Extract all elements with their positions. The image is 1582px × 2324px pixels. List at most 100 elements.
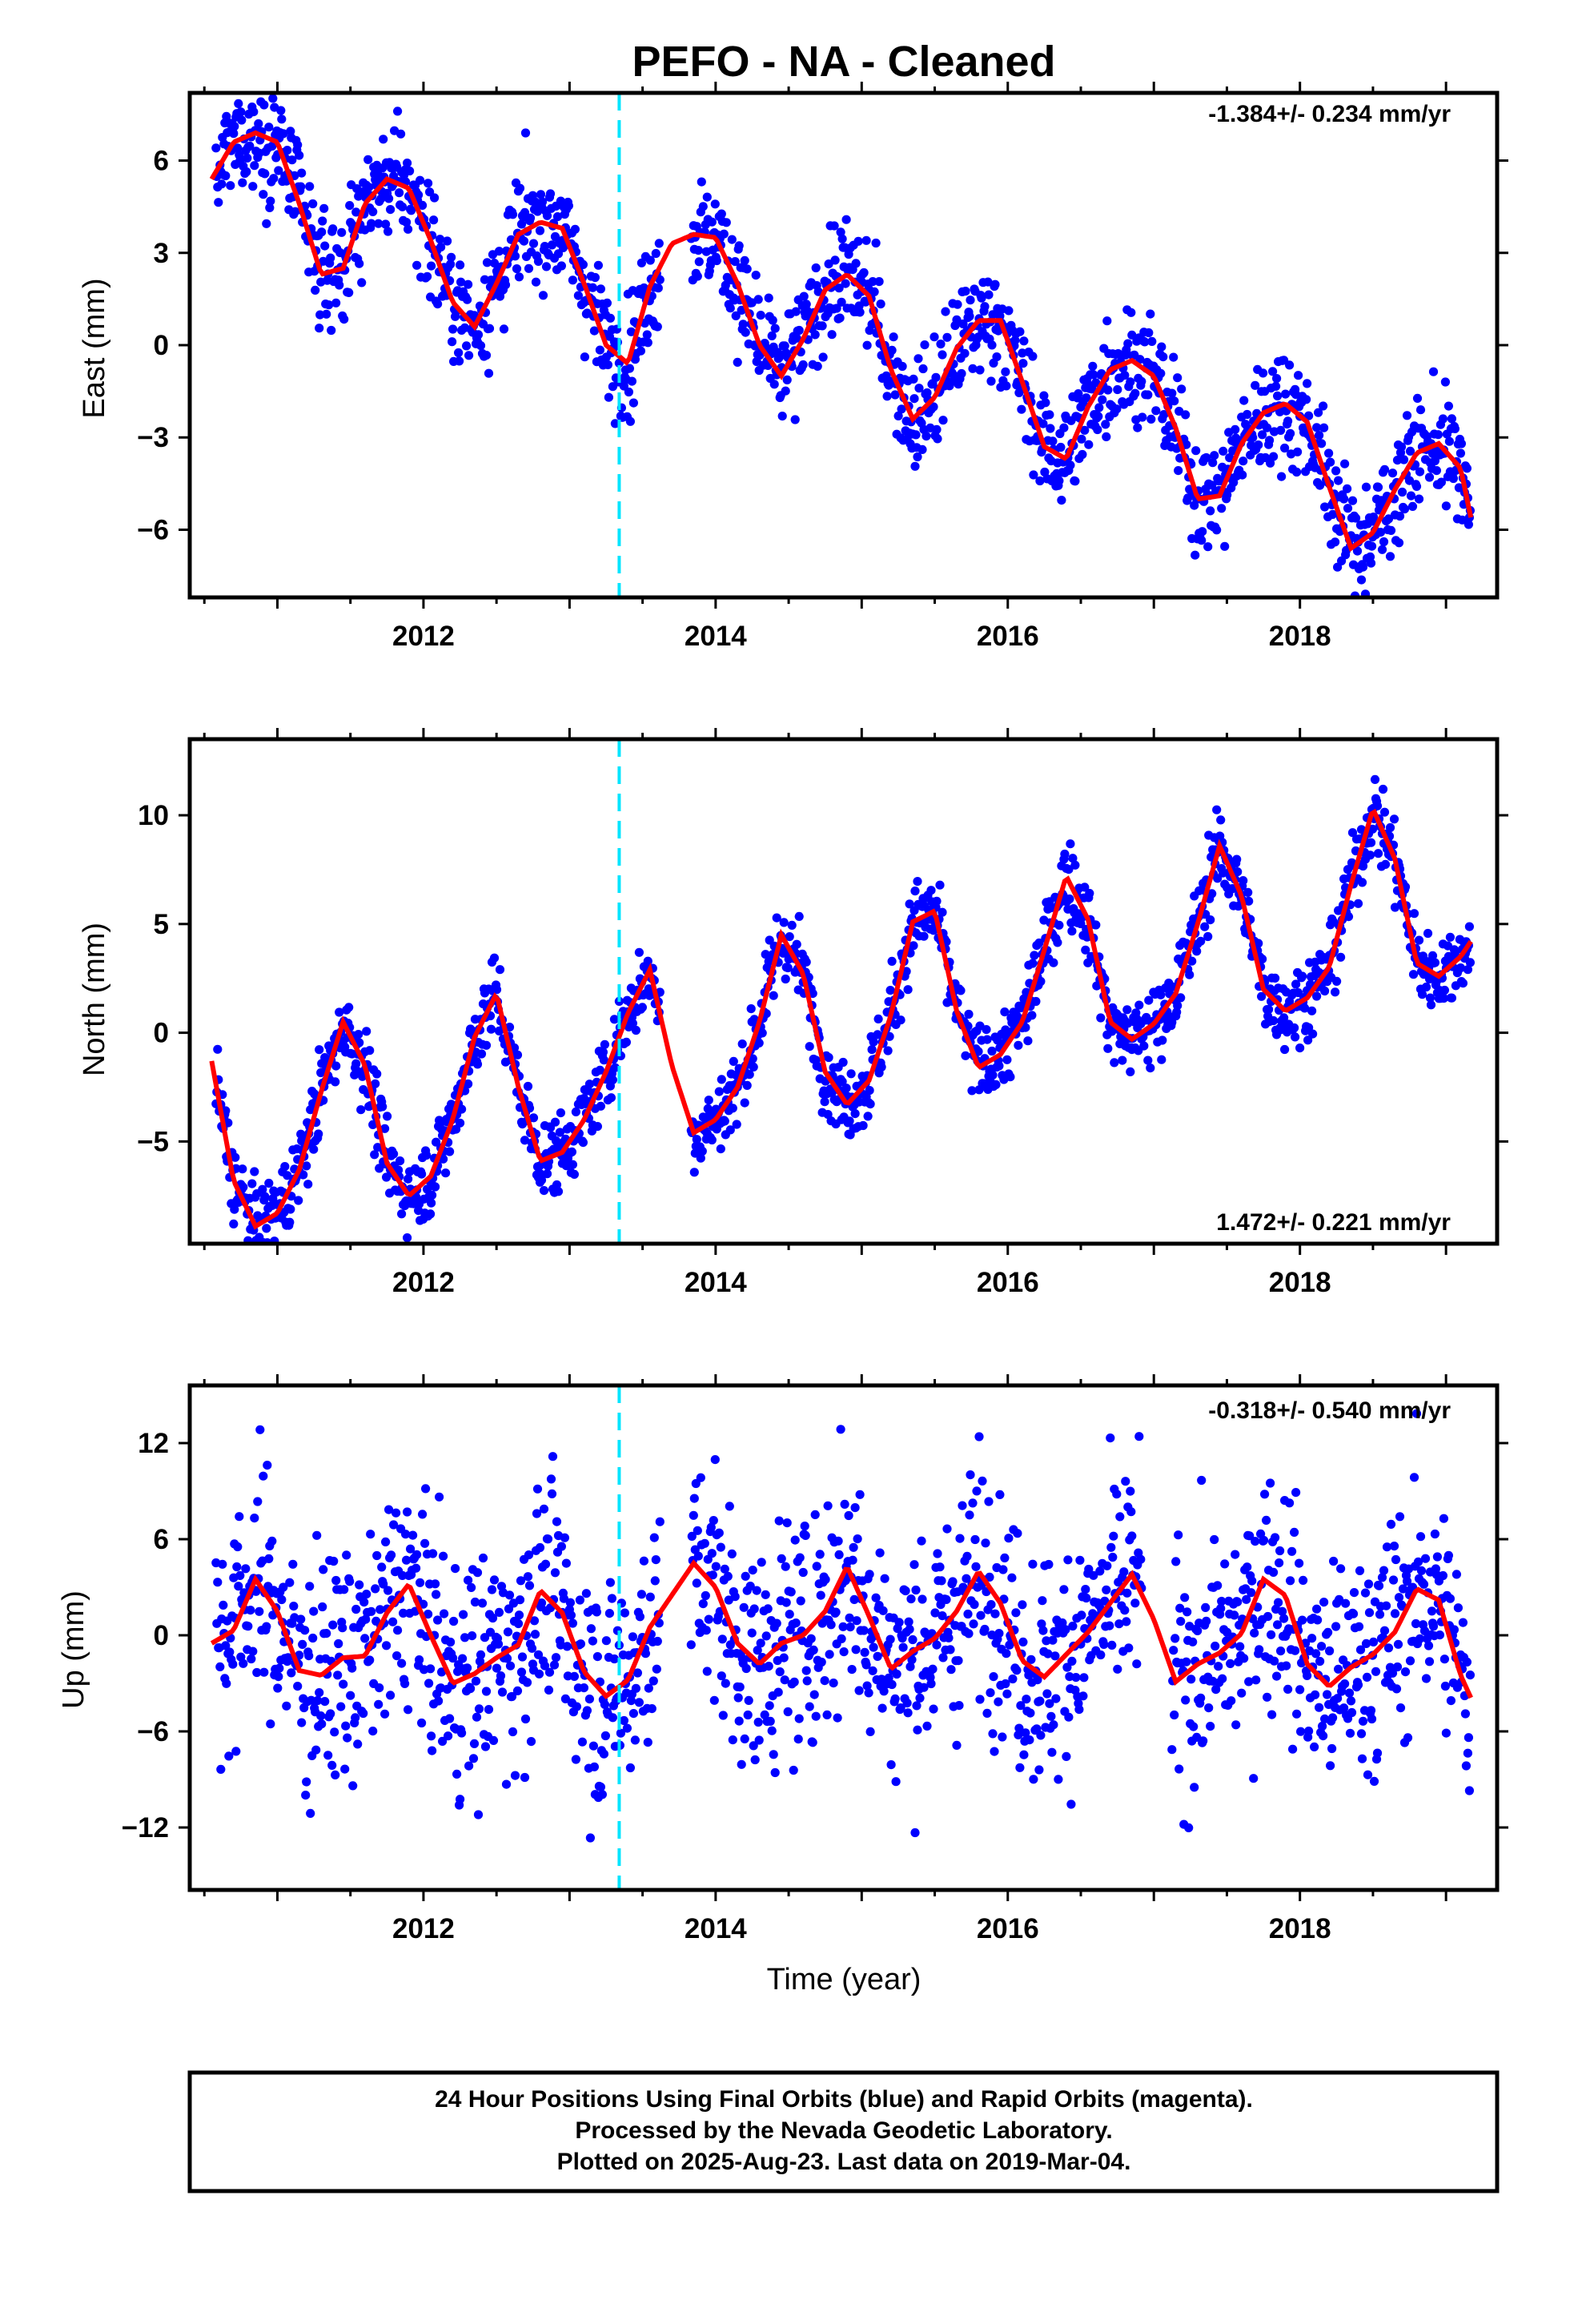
east-data-point [1094, 403, 1104, 412]
east-data-point [1018, 359, 1028, 368]
east-data-point [283, 146, 292, 155]
north-data-point [294, 1196, 303, 1205]
east-data-point [423, 271, 432, 281]
north-data-point [1157, 1055, 1166, 1064]
east-data-point [297, 168, 307, 178]
up-data-point [1362, 1672, 1372, 1682]
north-data-point [394, 1165, 404, 1175]
up-data-point [1432, 1552, 1442, 1562]
north-data-point [749, 1015, 759, 1024]
up-data-point [981, 1538, 990, 1548]
east-data-point [515, 183, 525, 193]
up-data-point [1245, 1531, 1255, 1541]
east-data-point [721, 218, 731, 227]
east-data-point [1450, 424, 1460, 434]
up-data-point [565, 1598, 576, 1607]
up-data-point [463, 1663, 472, 1673]
up-data-point [452, 1769, 462, 1779]
north-data-point [428, 1190, 437, 1200]
east-data-point [339, 315, 349, 324]
east-data-point [1334, 476, 1343, 485]
east-data-point [1177, 384, 1186, 394]
east-data-point [871, 238, 881, 248]
up-data-point [371, 1584, 380, 1594]
north-data-point [1067, 927, 1077, 936]
north-data-point [717, 1075, 726, 1084]
east-data-point [249, 107, 259, 117]
east-data-point [1137, 376, 1146, 386]
up-data-point [424, 1679, 434, 1688]
up-data-point [1126, 1486, 1135, 1496]
up-data-point [399, 1608, 408, 1618]
up-data-point [1014, 1730, 1023, 1739]
north-data-point [584, 1080, 595, 1089]
north-data-point [1295, 1043, 1305, 1053]
up-data-point [494, 1607, 504, 1617]
up-data-point [904, 1617, 913, 1626]
east-data-point [269, 174, 279, 183]
east-points [211, 82, 1475, 597]
east-data-point [1029, 470, 1038, 480]
up-data-point [1075, 1555, 1085, 1565]
up-data-point [743, 1710, 753, 1720]
east-data-point [1045, 410, 1054, 420]
up-data-point [1386, 1519, 1396, 1529]
north-data-point [850, 1109, 860, 1119]
up-data-point [1174, 1764, 1184, 1774]
up-data-point [879, 1687, 889, 1696]
north-data-point [299, 1170, 308, 1180]
up-data-point [444, 1731, 453, 1741]
east-data-point [1144, 328, 1154, 338]
east-data-point [855, 308, 865, 317]
up-data-point [971, 1562, 981, 1571]
east-data-point [1159, 409, 1169, 420]
east-data-point [1356, 575, 1367, 585]
north-data-point [729, 1056, 738, 1066]
up-data-point [1367, 1714, 1377, 1724]
up-data-point [1018, 1637, 1028, 1647]
up-data-point [401, 1530, 411, 1539]
up-data-point [989, 1672, 998, 1682]
east-data-point [267, 141, 277, 151]
up-data-point [426, 1664, 436, 1674]
up-data-point [808, 1738, 817, 1747]
up-data-point [472, 1568, 483, 1578]
up-data-point [844, 1510, 853, 1521]
east-data-point [1151, 406, 1161, 416]
east-data-point [482, 258, 492, 267]
north-data-point [1146, 1063, 1155, 1073]
east-y-axis-label: East (mm) [78, 278, 111, 418]
up-data-point [908, 1634, 917, 1645]
east-data-point [1004, 306, 1014, 316]
up-data-point [860, 1647, 869, 1657]
up-data-point [954, 1656, 963, 1666]
east-data-point [533, 256, 544, 266]
up-data-point [386, 1691, 396, 1700]
north-data-point [779, 918, 789, 927]
up-data-point [530, 1630, 540, 1639]
east-data-point [260, 169, 270, 179]
north-data-point [1290, 1023, 1299, 1033]
north-data-point [732, 1120, 741, 1129]
east-data-point [604, 392, 614, 402]
east-data-point [215, 82, 223, 91]
east-data-point [456, 277, 466, 287]
up-data-point [861, 1660, 871, 1670]
north-data-point [476, 1049, 487, 1059]
north-data-point [865, 1100, 875, 1109]
up-data-point [652, 1636, 662, 1647]
up-data-point [492, 1663, 502, 1673]
up-data-point [1171, 1557, 1181, 1566]
up-data-point [1216, 1603, 1226, 1614]
north-data-point [1356, 825, 1367, 834]
north-data-point [704, 1096, 713, 1105]
east-data-point [1088, 361, 1098, 371]
east-data-point [568, 275, 578, 285]
up-data-point [871, 1593, 881, 1602]
east-data-point [295, 151, 304, 160]
east-data-point [1001, 367, 1010, 376]
north-data-point [512, 1050, 523, 1059]
east-data-point [707, 217, 717, 227]
up-data-point [1211, 1641, 1220, 1651]
up-data-point [821, 1574, 830, 1584]
